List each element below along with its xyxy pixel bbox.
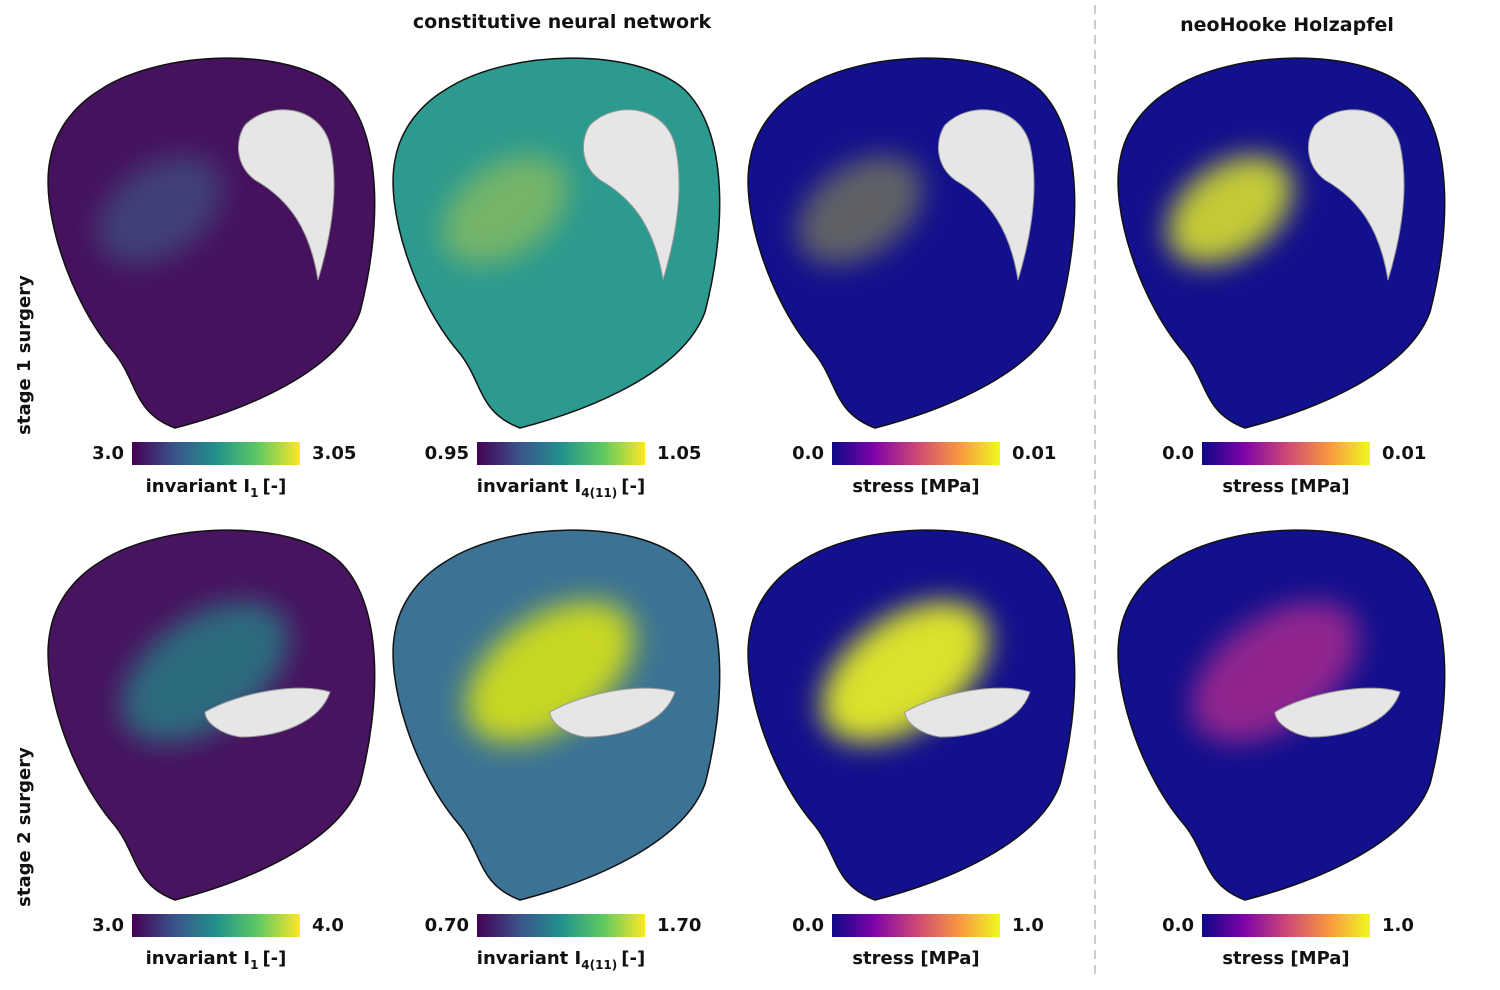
colorbar-max: 3.05: [312, 443, 356, 464]
colorbar-title: invariant I1 [-]: [146, 948, 287, 972]
colorbar-gradient: [832, 442, 1000, 465]
title-text: invariant I: [146, 948, 250, 969]
colorbar-max: 0.01: [1382, 443, 1426, 464]
colorbar: 0.0 0.01 stress [MPa]: [1162, 442, 1426, 497]
panel: [392, 57, 721, 429]
panel: [747, 529, 1076, 901]
colorbar: 3.0 4.0 invariant I1 [-]: [92, 914, 344, 972]
colorbar: 0.0 1.0 stress [MPa]: [1162, 914, 1414, 969]
colorbar-min: 0.0: [1162, 443, 1194, 464]
row-label: stage 1 surgery: [14, 275, 35, 435]
colorbar: 0.95 1.05 invariant I4(11) [-]: [425, 442, 701, 500]
colorbar: 0.0 0.01 stress [MPa]: [792, 442, 1056, 497]
colorbar-min: 3.0: [92, 443, 124, 464]
title-unit: [-]: [262, 948, 286, 969]
title-text: invariant I: [477, 476, 581, 497]
colorbar-title: invariant I1 [-]: [146, 476, 287, 500]
panel: [47, 57, 376, 429]
title-unit: [-]: [621, 948, 645, 969]
panel: [747, 57, 1076, 429]
title-subscript: 1: [250, 486, 258, 500]
colorbar-gradient: [1202, 914, 1370, 937]
colorbar-gradient: [477, 442, 645, 465]
colorbar-min: 0.70: [425, 915, 469, 936]
title-subscript: 1: [250, 958, 258, 972]
header-title: constitutive neural network: [413, 11, 712, 33]
row-label: stage 2 surgery: [14, 747, 35, 907]
colorbar-max: 1.05: [657, 443, 701, 464]
colorbar-min: 3.0: [92, 915, 124, 936]
stress-region: [1167, 155, 1293, 265]
stress-region: [442, 155, 568, 265]
title-text: stress [MPa]: [1222, 948, 1349, 969]
panel: [1117, 57, 1446, 429]
colorbar-gradient: [132, 442, 300, 465]
stress-region: [97, 155, 223, 265]
title-text: stress [MPa]: [1222, 476, 1349, 497]
title-text: invariant I: [477, 948, 581, 969]
colorbar-min: 0.0: [1162, 915, 1194, 936]
colorbar-max: 1.0: [1012, 915, 1044, 936]
colorbar-title: stress [MPa]: [1222, 476, 1349, 497]
colorbar-max: 0.01: [1012, 443, 1056, 464]
colorbar-title: stress [MPa]: [1222, 948, 1349, 969]
colorbar-title: invariant I4(11) [-]: [477, 476, 645, 500]
panel: [1117, 529, 1446, 901]
colorbar: 0.0 1.0 stress [MPa]: [792, 914, 1044, 969]
colorbar-gradient: [832, 914, 1000, 937]
panel: [47, 529, 376, 901]
title-subscript: 4(11): [581, 958, 617, 972]
colorbar: 0.70 1.70 invariant I4(11) [-]: [425, 914, 701, 972]
colorbar-title: invariant I4(11) [-]: [477, 948, 645, 972]
colorbar-title: stress [MPa]: [852, 476, 979, 497]
colorbar-title: stress [MPa]: [852, 948, 979, 969]
colorbar-min: 0.0: [792, 915, 824, 936]
colorbar-gradient: [477, 914, 645, 937]
title-unit: [-]: [262, 476, 286, 497]
colorbar-min: 0.0: [792, 443, 824, 464]
stress-region: [797, 155, 923, 265]
title-text: stress [MPa]: [852, 948, 979, 969]
colorbar: 3.0 3.05 invariant I1 [-]: [92, 442, 356, 500]
title-text: stress [MPa]: [852, 476, 979, 497]
colorbar-gradient: [1202, 442, 1370, 465]
title-text: invariant I: [146, 476, 250, 497]
panel: [392, 529, 721, 901]
title-subscript: 4(11): [581, 486, 617, 500]
colorbar-max: 4.0: [312, 915, 344, 936]
header-title: neoHooke Holzapfel: [1180, 14, 1394, 36]
title-unit: [-]: [621, 476, 645, 497]
colorbar-max: 1.70: [657, 915, 701, 936]
colorbar-max: 1.0: [1382, 915, 1414, 936]
colorbar-min: 0.95: [425, 443, 469, 464]
colorbar-gradient: [132, 914, 300, 937]
